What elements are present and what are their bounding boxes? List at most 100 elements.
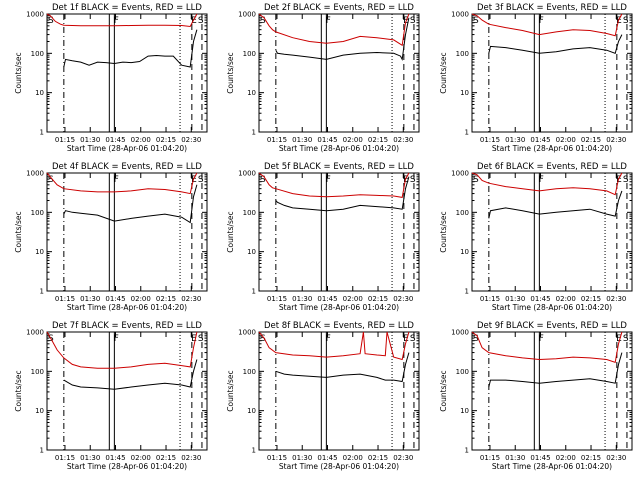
x-axis-label: Start Time (28-Apr-06 01:04:20) bbox=[492, 303, 612, 312]
series-lld-line bbox=[46, 13, 198, 28]
x-tick-label: 01:30 bbox=[292, 295, 312, 303]
x-tick-label: 01:30 bbox=[505, 454, 525, 462]
x-axis-label: Start Time (28-Apr-06 01:04:20) bbox=[67, 144, 187, 153]
marker-label: S bbox=[410, 175, 416, 185]
series-lld-line bbox=[46, 172, 198, 195]
series-events-line bbox=[488, 352, 623, 388]
y-tick-label: 100 bbox=[456, 368, 469, 376]
series-events-line bbox=[488, 190, 623, 219]
x-tick-label: 01:30 bbox=[80, 136, 100, 144]
marker-label: F bbox=[326, 175, 331, 185]
y-tick-label: 1 bbox=[40, 288, 44, 296]
x-tick-label: 02:30 bbox=[606, 454, 626, 462]
y-tick-label: 1 bbox=[465, 447, 469, 455]
x-tick-label: 01:30 bbox=[292, 136, 312, 144]
marker-label: E bbox=[403, 334, 409, 344]
marker-label: S bbox=[410, 16, 416, 26]
x-axis-label: Start Time (28-Apr-06 01:04:20) bbox=[279, 303, 399, 312]
x-tick-label: 01:15 bbox=[267, 136, 287, 144]
series-events-line bbox=[63, 184, 198, 224]
chart-title: Det 9f BLACK = Events, RED = LLD bbox=[477, 321, 627, 331]
x-tick-label: 01:30 bbox=[292, 454, 312, 462]
marker-label: S bbox=[198, 16, 204, 26]
x-tick-label: 02:00 bbox=[131, 454, 151, 462]
y-tick-label: 1 bbox=[465, 129, 469, 137]
y-tick-label: 1000 bbox=[451, 329, 469, 337]
chart-panel-9: Det 9f BLACK = Events, RED = LLD 1 10 100 10… bbox=[439, 321, 633, 471]
y-tick-label: 1 bbox=[465, 288, 469, 296]
x-tick-label: 02:15 bbox=[581, 454, 601, 462]
marker-label: S bbox=[260, 16, 266, 26]
x-tick-label: 02:00 bbox=[343, 136, 363, 144]
x-tick-label: 01:45 bbox=[530, 295, 550, 303]
x-tick-label: 02:30 bbox=[393, 136, 413, 144]
marker-label: S bbox=[260, 334, 266, 344]
marker-label: S bbox=[623, 16, 629, 26]
marker-label: S bbox=[410, 334, 416, 344]
y-tick-label: 100 bbox=[31, 209, 44, 217]
marker-label: E bbox=[616, 175, 622, 185]
chart-title: Det 3f BLACK = Events, RED = LLD bbox=[477, 3, 627, 13]
series-lld-line bbox=[258, 172, 410, 198]
x-tick-label: 02:15 bbox=[368, 295, 388, 303]
x-tick-label: 02:00 bbox=[131, 136, 151, 144]
x-tick-label: 01:45 bbox=[105, 454, 125, 462]
marker-label: S bbox=[260, 175, 266, 185]
chart-title: Det 4f BLACK = Events, RED = LLD bbox=[52, 162, 202, 172]
x-tick-label: 02:30 bbox=[393, 454, 413, 462]
marker-label: S bbox=[48, 16, 54, 26]
x-tick-label: 01:15 bbox=[480, 136, 500, 144]
y-tick-label: 1000 bbox=[451, 170, 469, 178]
x-axis-label: Start Time (28-Apr-06 01:04:20) bbox=[67, 303, 187, 312]
chart-panel-1: Det 1f BLACK = Events, RED = LLD 1 10 100 10… bbox=[14, 3, 208, 153]
x-tick-label: 02:15 bbox=[581, 136, 601, 144]
x-tick-label: 01:15 bbox=[480, 454, 500, 462]
y-tick-label: 1 bbox=[252, 288, 256, 296]
chart-panel-5: Det 5f BLACK = Events, RED = LLD 1 10 100 10… bbox=[226, 162, 420, 312]
marker-label: S bbox=[198, 175, 204, 185]
series-lld-line bbox=[258, 331, 410, 361]
x-tick-label: 02:15 bbox=[581, 295, 601, 303]
chart-panel-8: Det 8f BLACK = Events, RED = LLD 1 10 100 10… bbox=[226, 321, 420, 471]
y-axis-label: Counts/sec bbox=[226, 211, 235, 252]
plot-frame bbox=[46, 331, 208, 451]
x-tick-label: 02:30 bbox=[606, 295, 626, 303]
chart-title: Det 2f BLACK = Events, RED = LLD bbox=[264, 3, 414, 13]
series-events-line bbox=[488, 34, 623, 54]
x-tick-label: 02:15 bbox=[156, 295, 176, 303]
marker-label: F bbox=[326, 334, 331, 344]
chart-title: Det 6f BLACK = Events, RED = LLD bbox=[477, 162, 627, 172]
y-tick-label: 1000 bbox=[238, 170, 256, 178]
series-lld-line bbox=[258, 13, 410, 47]
y-tick-label: 100 bbox=[243, 50, 256, 58]
marker-label: S bbox=[473, 175, 479, 185]
x-tick-label: 01:30 bbox=[80, 295, 100, 303]
y-tick-label: 1000 bbox=[26, 329, 44, 337]
x-tick-label: 01:15 bbox=[55, 136, 75, 144]
marker-label: F bbox=[326, 16, 331, 26]
x-tick-label: 01:45 bbox=[530, 454, 550, 462]
plot-frame bbox=[258, 13, 420, 133]
chart-panel-4: Det 4f BLACK = Events, RED = LLD 1 10 100 10… bbox=[14, 162, 208, 312]
y-tick-label: 10 bbox=[460, 89, 469, 97]
y-tick-label: 1000 bbox=[238, 329, 256, 337]
x-tick-label: 02:15 bbox=[368, 136, 388, 144]
y-tick-label: 1 bbox=[40, 447, 44, 455]
x-tick-label: 02:00 bbox=[343, 454, 363, 462]
y-tick-label: 100 bbox=[456, 50, 469, 58]
chart-title: Det 8f BLACK = Events, RED = LLD bbox=[264, 321, 414, 331]
x-tick-label: 01:15 bbox=[480, 295, 500, 303]
y-tick-label: 100 bbox=[243, 368, 256, 376]
y-axis-label: Counts/sec bbox=[14, 370, 23, 411]
chart-title: Det 7f BLACK = Events, RED = LLD bbox=[52, 321, 202, 331]
x-tick-label: 01:45 bbox=[317, 136, 337, 144]
x-tick-label: 02:30 bbox=[181, 136, 201, 144]
x-axis-label: Start Time (28-Apr-06 01:04:20) bbox=[492, 462, 612, 471]
x-tick-label: 01:30 bbox=[505, 295, 525, 303]
x-tick-label: 01:15 bbox=[267, 454, 287, 462]
y-tick-label: 1000 bbox=[26, 170, 44, 178]
y-axis-label: Counts/sec bbox=[14, 211, 23, 252]
x-tick-label: 02:00 bbox=[343, 295, 363, 303]
y-tick-label: 1000 bbox=[238, 11, 256, 19]
